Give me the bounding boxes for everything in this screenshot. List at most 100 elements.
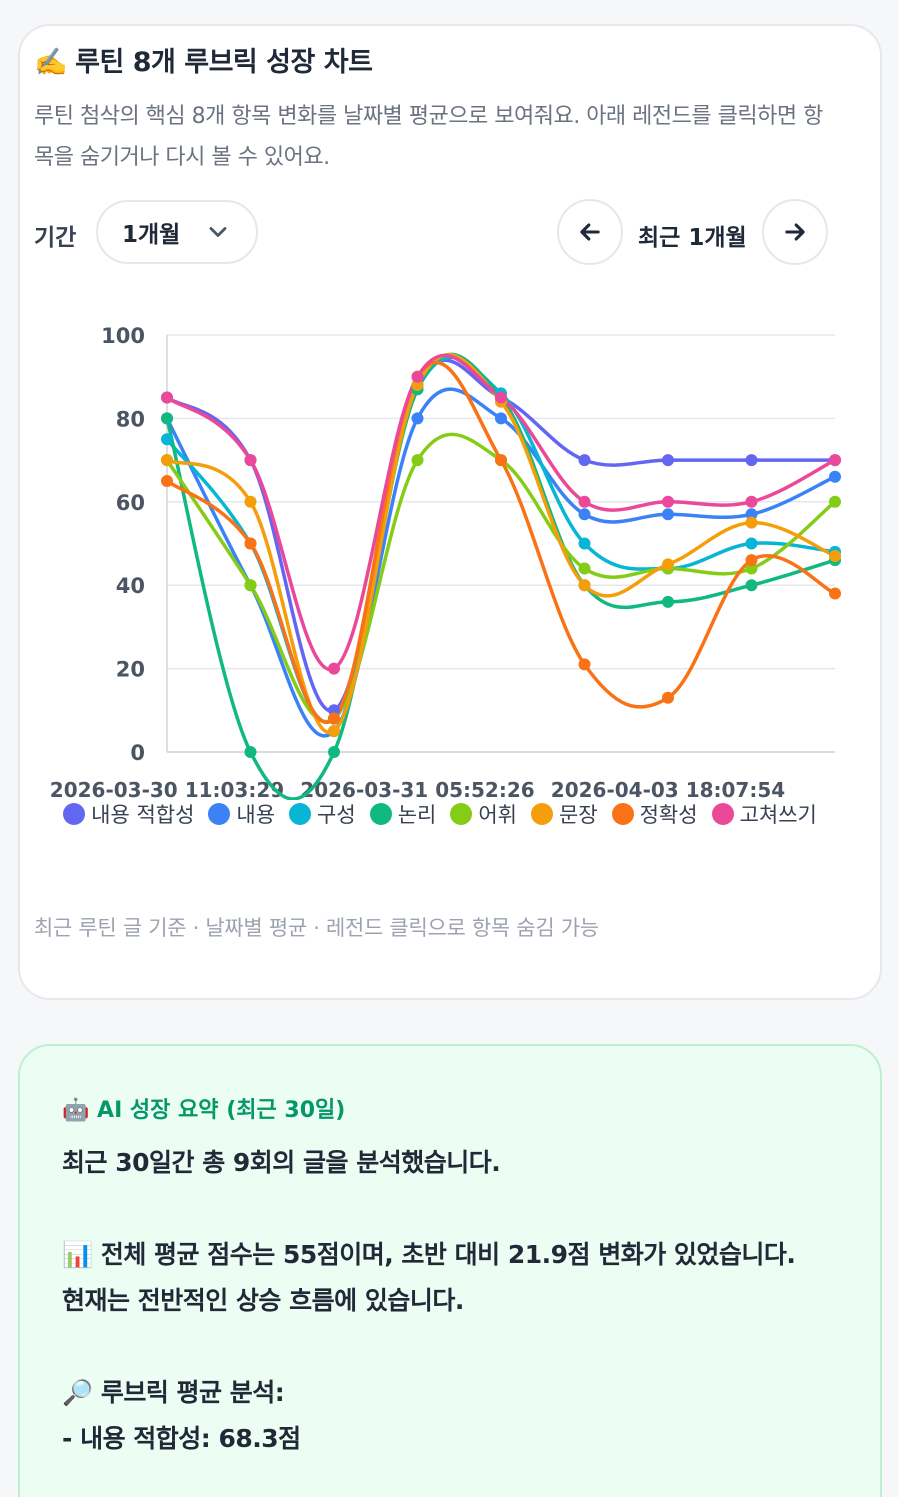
- data-point: [161, 433, 173, 446]
- data-point: [411, 412, 424, 425]
- data-point: [662, 595, 674, 608]
- data-point: [244, 746, 257, 758]
- data-point: [662, 691, 674, 704]
- chart-card-title-text: 루틴 8개 루브릭 성장 차트: [75, 47, 373, 78]
- y-tick-label: 100: [101, 324, 145, 348]
- y-tick-label: 20: [116, 658, 145, 682]
- arrow-right-icon: [785, 223, 805, 241]
- summary-line: - 내용 적합성: 68.3점: [62, 1424, 301, 1453]
- data-point: [578, 454, 591, 467]
- chart-footnote: 최근 루틴 글 기준 · 날짜별 평균 · 레전드 클릭으로 항목 숨김 가능: [34, 916, 599, 940]
- y-tick-label: 0: [130, 741, 145, 765]
- legend-item[interactable]: 고쳐쓰기: [711, 800, 817, 828]
- legend-item[interactable]: 문장: [530, 800, 598, 828]
- chevron-down-icon: [209, 227, 227, 237]
- summary-line: 📊 전체 평균 점수는 55점이며, 초반 대비 21.9점 변화가 있었습니다…: [62, 1240, 796, 1269]
- data-point: [244, 537, 257, 550]
- data-point: [328, 704, 340, 717]
- data-point: [328, 662, 340, 675]
- legend-label: 고쳐쓰기: [739, 803, 817, 827]
- series-line: [165, 353, 837, 735]
- data-point: [829, 550, 841, 563]
- legend-label: 내용 적합성: [91, 803, 195, 827]
- legend-item[interactable]: 내용: [208, 800, 275, 828]
- data-point: [161, 454, 173, 467]
- rubric-line-chart: 0 20 40 60 80 100 2026-03-30 11:03:29 2026-03-3…: [50, 324, 841, 800]
- legend-label: 정확성: [639, 803, 698, 827]
- arrow-left-icon: [580, 223, 600, 241]
- data-point: [161, 474, 173, 487]
- data-point: [244, 579, 257, 592]
- legend-item[interactable]: 정확성: [611, 800, 698, 828]
- series-line: [165, 353, 837, 672]
- legend-label: 문장: [558, 803, 598, 827]
- data-point: [411, 370, 424, 383]
- chart-card-description: 루틴 첨삭의 핵심 8개 항목 변화를 날짜별 평균으로 보여줘요. 아래 레전…: [34, 104, 823, 170]
- y-tick-label: 80: [116, 407, 145, 431]
- data-point: [745, 516, 758, 529]
- data-point: [662, 454, 674, 467]
- ai-summary-card: 🤖 AI 성장 요약 (최근 30일) 최근 30일간 총 9회의 글을 분석했…: [18, 1044, 882, 1497]
- summary-line: 최근 30일간 총 9회의 글을 분석했습니다.: [62, 1148, 501, 1177]
- data-point: [495, 391, 507, 404]
- data-point: [578, 495, 591, 508]
- data-point: [745, 508, 758, 521]
- data-point: [578, 508, 591, 521]
- current-period-label: 최근 1개월: [638, 225, 747, 251]
- data-point: [244, 495, 257, 508]
- data-point: [745, 562, 758, 575]
- data-point: [578, 579, 591, 592]
- legend-label: 어휘: [478, 803, 517, 827]
- data-point: [662, 558, 674, 571]
- previous-period-button[interactable]: [557, 199, 623, 265]
- data-point: [578, 537, 591, 550]
- legend-item[interactable]: 내용 적합성: [63, 800, 194, 828]
- period-select[interactable]: 1개월: [96, 200, 258, 264]
- data-point: [411, 379, 424, 392]
- next-period-button[interactable]: [762, 199, 828, 265]
- chart-legend: 내용 적합성 내용 구성 논리 어휘 문장 정확성 고쳐쓰기: [40, 800, 840, 828]
- summary-line: [62, 1186, 832, 1232]
- data-point: [745, 495, 758, 508]
- legend-dot: [611, 803, 634, 825]
- x-tick-label: 2026-03-31 05:52:26: [300, 778, 534, 800]
- chart-card-title: ✍️ 루틴 8개 루브릭 성장 차트: [34, 40, 373, 79]
- data-point: [328, 712, 340, 725]
- data-point: [662, 508, 674, 521]
- period-select-value: 1개월: [122, 222, 181, 248]
- data-point: [745, 554, 758, 567]
- rubric-chart-card: [18, 24, 882, 1000]
- legend-label: 구성: [317, 803, 356, 827]
- y-tick-label: 40: [116, 574, 145, 598]
- summary-line: [62, 1324, 832, 1370]
- legend-label: 내용: [236, 803, 276, 827]
- writing-hand-icon: ✍️: [34, 47, 68, 78]
- data-point: [411, 454, 424, 467]
- legend-dot: [369, 803, 392, 825]
- x-tick-label: 2026-03-30 11:03:29: [50, 778, 284, 800]
- data-point: [745, 537, 758, 550]
- legend-dot: [711, 803, 734, 825]
- data-point: [829, 470, 841, 483]
- period-label: 기간: [34, 225, 77, 251]
- data-point: [161, 412, 173, 425]
- data-point: [495, 412, 507, 425]
- data-point: [161, 391, 173, 404]
- data-point: [578, 658, 591, 671]
- data-point: [745, 579, 758, 592]
- ai-summary-title: 🤖 AI 성장 요약 (최근 30일): [62, 1098, 346, 1123]
- summary-line: 현재는 전반적인 상승 흐름에 있습니다.: [62, 1286, 464, 1315]
- legend-item[interactable]: 논리: [369, 800, 437, 828]
- data-point: [328, 746, 340, 758]
- x-tick-label: 2026-04-03 18:07:54: [551, 778, 785, 800]
- legend-label: 논리: [397, 803, 437, 827]
- y-tick-label: 60: [116, 491, 145, 515]
- legend-dot: [63, 803, 86, 825]
- data-point: [578, 562, 591, 575]
- data-point: [829, 495, 841, 508]
- legend-item[interactable]: 구성: [289, 800, 356, 828]
- legend-item[interactable]: 어휘: [450, 800, 517, 828]
- legend-dot: [450, 803, 473, 825]
- summary-line: 🔎 루브릭 평균 분석:: [62, 1378, 285, 1407]
- series-line: [165, 360, 837, 724]
